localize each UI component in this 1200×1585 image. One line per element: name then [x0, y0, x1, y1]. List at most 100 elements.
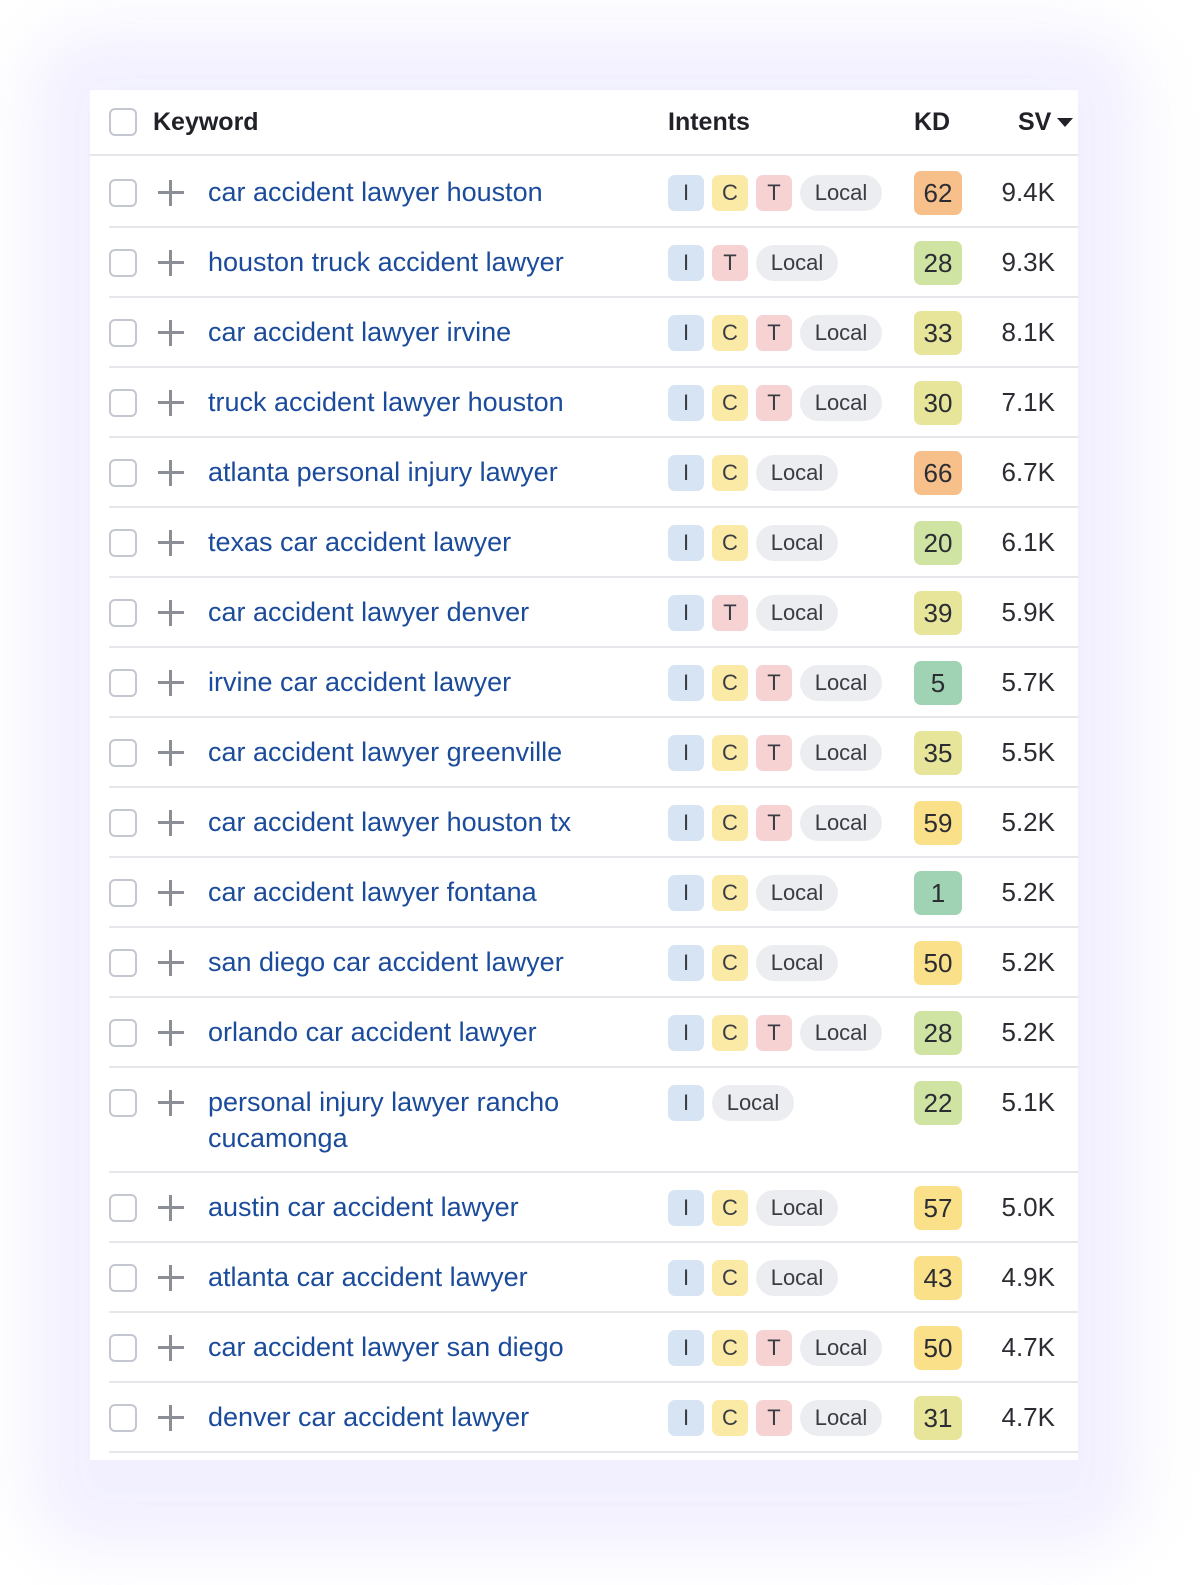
- intent-badge-t: T: [756, 1015, 792, 1051]
- keyword-link[interactable]: car accident lawyer houston tx: [208, 807, 572, 837]
- row-checkbox[interactable]: [109, 1264, 137, 1292]
- add-to-list-icon[interactable]: [157, 179, 185, 207]
- keyword-link[interactable]: car accident lawyer greenville: [208, 737, 563, 767]
- keyword-link[interactable]: car accident lawyer san diego: [208, 1332, 564, 1362]
- intent-badge-local: Local: [800, 735, 882, 771]
- keyword-link[interactable]: car accident lawyer fontana: [208, 877, 537, 907]
- keyword-link[interactable]: san diego car accident lawyer: [208, 947, 564, 977]
- row-checkbox[interactable]: [109, 949, 137, 977]
- add-to-list-icon[interactable]: [157, 669, 185, 697]
- row-checkbox[interactable]: [109, 1089, 137, 1117]
- intent-badge-i: I: [668, 315, 704, 351]
- intent-badge-i: I: [668, 735, 704, 771]
- keyword-link[interactable]: personal injury lawyer rancho cucamonga: [208, 1087, 560, 1153]
- add-to-list-icon[interactable]: [157, 1019, 185, 1047]
- add-to-list-icon[interactable]: [157, 739, 185, 767]
- intent-badge-t: T: [712, 245, 748, 281]
- row-checkbox[interactable]: [109, 389, 137, 417]
- add-to-list-icon[interactable]: [157, 529, 185, 557]
- row-checkbox[interactable]: [109, 529, 137, 557]
- row-checkbox[interactable]: [109, 739, 137, 767]
- intent-badge-t: T: [756, 385, 792, 421]
- row-checkbox[interactable]: [109, 1404, 137, 1432]
- add-to-list-icon[interactable]: [157, 1194, 185, 1222]
- table-row: san diego car accident lawyer I C Local 50 5.…: [109, 928, 1078, 998]
- kd-badge: 50: [914, 1326, 962, 1370]
- row-checkbox[interactable]: [109, 669, 137, 697]
- kd-badge: 30: [914, 381, 962, 425]
- add-to-list-icon[interactable]: [157, 459, 185, 487]
- intent-badges: I T Local: [668, 595, 838, 631]
- intent-badge-i: I: [668, 175, 704, 211]
- add-to-list-icon[interactable]: [157, 249, 185, 277]
- column-header-keyword[interactable]: Keyword: [153, 108, 259, 136]
- intent-badge-t: T: [712, 595, 748, 631]
- intent-badge-i: I: [668, 385, 704, 421]
- intent-badge-local: Local: [756, 945, 838, 981]
- add-to-list-icon[interactable]: [157, 1334, 185, 1362]
- keyword-link[interactable]: car accident lawyer irvine: [208, 317, 512, 347]
- keyword-link[interactable]: orlando car accident lawyer: [208, 1017, 537, 1047]
- keyword-link[interactable]: car accident lawyer houston: [208, 177, 543, 207]
- kd-badge: 57: [914, 1186, 962, 1230]
- add-to-list-icon[interactable]: [157, 319, 185, 347]
- search-volume: 5.7K: [1001, 667, 1056, 697]
- column-header-kd[interactable]: KD: [914, 108, 951, 136]
- intent-badge-c: C: [712, 875, 748, 911]
- keyword-link[interactable]: truck accident lawyer houston: [208, 387, 564, 417]
- intent-badge-local: Local: [756, 525, 838, 561]
- intent-badges: I C Local: [668, 525, 838, 561]
- search-volume: 4.7K: [1001, 1332, 1056, 1362]
- add-to-list-icon[interactable]: [157, 1089, 185, 1117]
- intent-badge-c: C: [712, 315, 748, 351]
- intent-badges: I C T Local: [668, 735, 882, 771]
- row-checkbox[interactable]: [109, 809, 137, 837]
- keyword-link[interactable]: austin car accident lawyer: [208, 1192, 519, 1222]
- intent-badge-t: T: [756, 1400, 792, 1436]
- intent-badge-local: Local: [756, 455, 838, 491]
- keyword-link[interactable]: car accident lawyer denver: [208, 597, 530, 627]
- intent-badges: I T Local: [668, 245, 838, 281]
- intent-badge-i: I: [668, 1190, 704, 1226]
- keyword-link[interactable]: denver car accident lawyer: [208, 1402, 530, 1432]
- intent-badge-c: C: [712, 735, 748, 771]
- table-row: personal injury lawyer rancho cucamonga I…: [109, 1068, 1078, 1173]
- row-checkbox[interactable]: [109, 1019, 137, 1047]
- row-checkbox[interactable]: [109, 1334, 137, 1362]
- add-to-list-icon[interactable]: [157, 809, 185, 837]
- add-to-list-icon[interactable]: [157, 1404, 185, 1432]
- search-volume: 6.7K: [1001, 457, 1056, 487]
- intent-badge-c: C: [712, 1190, 748, 1226]
- search-volume: 4.7K: [1001, 1402, 1056, 1432]
- row-checkbox[interactable]: [109, 249, 137, 277]
- intent-badge-t: T: [756, 665, 792, 701]
- search-volume: 5.2K: [1001, 807, 1056, 837]
- intent-badge-i: I: [668, 1260, 704, 1296]
- table-row: texas car accident lawyer I C Local 20 6.1K: [109, 508, 1078, 578]
- row-checkbox[interactable]: [109, 319, 137, 347]
- row-checkbox[interactable]: [109, 599, 137, 627]
- row-checkbox[interactable]: [109, 1194, 137, 1222]
- add-to-list-icon[interactable]: [157, 949, 185, 977]
- column-header-sv[interactable]: SV: [1018, 90, 1074, 154]
- intent-badges: I C T Local: [668, 665, 882, 701]
- add-to-list-icon[interactable]: [157, 879, 185, 907]
- row-checkbox[interactable]: [109, 879, 137, 907]
- keyword-link[interactable]: houston truck accident lawyer: [208, 247, 564, 277]
- select-all-checkbox[interactable]: [109, 108, 137, 136]
- intent-badge-t: T: [756, 175, 792, 211]
- intent-badge-i: I: [668, 455, 704, 491]
- table-row: car accident lawyer houston tx I C T Local 59…: [109, 788, 1078, 858]
- add-to-list-icon[interactable]: [157, 389, 185, 417]
- row-checkbox[interactable]: [109, 459, 137, 487]
- table-row: car accident lawyer san diego I C T Local 50 4…: [109, 1313, 1078, 1383]
- intent-badge-c: C: [712, 1400, 748, 1436]
- add-to-list-icon[interactable]: [157, 1264, 185, 1292]
- search-volume: 8.1K: [1001, 317, 1056, 347]
- keyword-link[interactable]: irvine car accident lawyer: [208, 667, 512, 697]
- keyword-link[interactable]: texas car accident lawyer: [208, 527, 512, 557]
- keyword-link[interactable]: atlanta car accident lawyer: [208, 1262, 528, 1292]
- keyword-link[interactable]: atlanta personal injury lawyer: [208, 457, 558, 487]
- add-to-list-icon[interactable]: [157, 599, 185, 627]
- row-checkbox[interactable]: [109, 179, 137, 207]
